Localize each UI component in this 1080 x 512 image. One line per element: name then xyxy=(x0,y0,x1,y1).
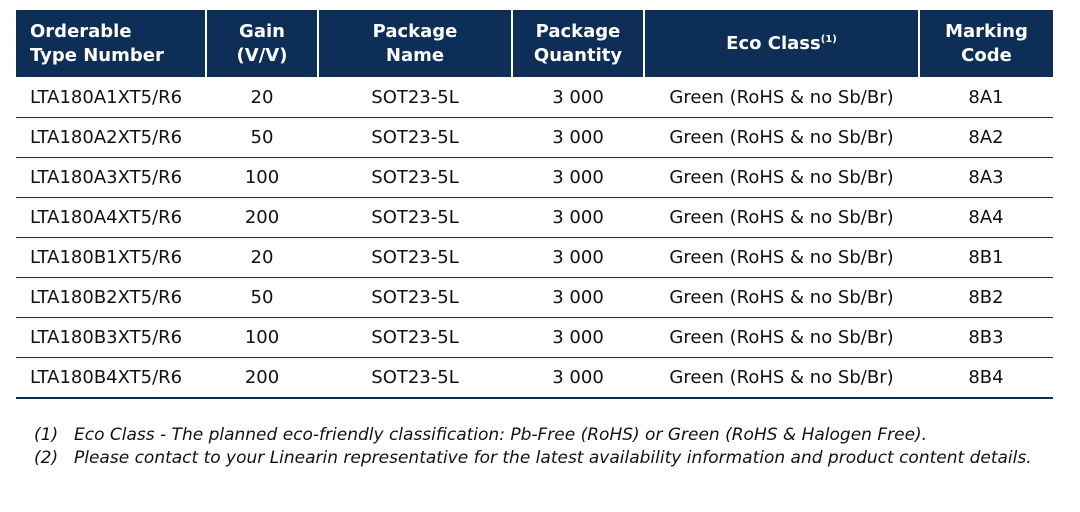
cell-type-number: LTA180A1XT5/R6 xyxy=(16,77,206,118)
cell-gain: 50 xyxy=(206,277,318,318)
cell-package-name: SOT23-5L xyxy=(318,197,512,238)
cell-type-number: LTA180B2XT5/R6 xyxy=(16,277,206,318)
header-eco-class: Eco Class(1) xyxy=(644,10,920,77)
cell-gain: 20 xyxy=(206,77,318,118)
cell-gain: 20 xyxy=(206,237,318,278)
table-row: LTA180A2XT5/R6 50 SOT23-5L 3 000 Green (… xyxy=(16,117,1053,158)
cell-marking-code: 8A3 xyxy=(919,157,1053,198)
table-row: LTA180A3XT5/R6 100 SOT23-5L 3 000 Green … xyxy=(16,157,1053,198)
cell-eco-class: Green (RoHS & no Sb/Br) xyxy=(644,357,919,399)
cell-marking-code: 8B1 xyxy=(919,237,1053,278)
cell-package-name: SOT23-5L xyxy=(318,277,512,318)
cell-package-quantity: 3 000 xyxy=(512,357,644,399)
cell-type-number: LTA180B4XT5/R6 xyxy=(16,357,206,399)
cell-package-quantity: 3 000 xyxy=(512,117,644,158)
header-gain: Gain (V/V) xyxy=(206,10,319,77)
cell-gain: 50 xyxy=(206,117,318,158)
cell-gain: 200 xyxy=(206,357,318,399)
cell-gain: 200 xyxy=(206,197,318,238)
cell-package-quantity: 3 000 xyxy=(512,157,644,198)
header-marking-code: Marking Code xyxy=(919,10,1053,77)
cell-package-quantity: 3 000 xyxy=(512,237,644,278)
table-row: LTA180B1XT5/R6 20 SOT23-5L 3 000 Green (… xyxy=(16,237,1053,278)
header-package-name: Package Name xyxy=(318,10,513,77)
cell-marking-code: 8B2 xyxy=(919,277,1053,318)
cell-type-number: LTA180A2XT5/R6 xyxy=(16,117,206,158)
table-row: LTA180A1XT5/R6 20 SOT23-5L 3 000 Green (… xyxy=(16,77,1053,118)
header-type-number: Orderable Type Number xyxy=(16,10,207,77)
cell-package-name: SOT23-5L xyxy=(318,117,512,158)
cell-eco-class: Green (RoHS & no Sb/Br) xyxy=(644,117,919,158)
cell-package-name: SOT23-5L xyxy=(318,77,512,118)
cell-marking-code: 8B4 xyxy=(919,357,1053,399)
table-body: LTA180A1XT5/R6 20 SOT23-5L 3 000 Green (… xyxy=(16,77,1053,399)
cell-package-name: SOT23-5L xyxy=(318,357,512,399)
header-package-quantity: Package Quantity xyxy=(512,10,645,77)
ordering-information: Orderable Type Number Gain (V/V) Package… xyxy=(16,10,1053,399)
footnote-number: (1) xyxy=(34,425,59,445)
cell-eco-class: Green (RoHS & no Sb/Br) xyxy=(644,277,919,318)
cell-package-quantity: 3 000 xyxy=(512,317,644,358)
cell-package-name: SOT23-5L xyxy=(318,157,512,198)
cell-eco-class: Green (RoHS & no Sb/Br) xyxy=(644,77,919,118)
cell-marking-code: 8A4 xyxy=(919,197,1053,238)
cell-marking-code: 8B3 xyxy=(919,317,1053,358)
table-row: LTA180B4XT5/R6 200 SOT23-5L 3 000 Green … xyxy=(16,357,1053,399)
cell-package-quantity: 3 000 xyxy=(512,77,644,118)
table-row: LTA180B2XT5/R6 50 SOT23-5L 3 000 Green (… xyxy=(16,277,1053,318)
cell-type-number: LTA180B3XT5/R6 xyxy=(16,317,206,358)
cell-package-name: SOT23-5L xyxy=(318,317,512,358)
cell-package-name: SOT23-5L xyxy=(318,237,512,278)
cell-eco-class: Green (RoHS & no Sb/Br) xyxy=(644,157,919,198)
table-row: LTA180A4XT5/R6 200 SOT23-5L 3 000 Green … xyxy=(16,197,1053,238)
cell-package-quantity: 3 000 xyxy=(512,197,644,238)
footnote-number: (2) xyxy=(34,448,59,468)
footnote-1: (1) Eco Class - The planned eco-friendly… xyxy=(34,424,1054,447)
cell-marking-code: 8A2 xyxy=(919,117,1053,158)
footnotes: (1) Eco Class - The planned eco-friendly… xyxy=(34,424,1054,470)
cell-type-number: LTA180B1XT5/R6 xyxy=(16,237,206,278)
footnote-text: Please contact to your Linearin represen… xyxy=(74,448,1032,468)
cell-marking-code: 8A1 xyxy=(919,77,1053,118)
cell-eco-class: Green (RoHS & no Sb/Br) xyxy=(644,237,919,278)
cell-gain: 100 xyxy=(206,157,318,198)
cell-eco-class: Green (RoHS & no Sb/Br) xyxy=(644,197,919,238)
footnote-marker: (1) xyxy=(820,33,837,45)
ordering-table: Orderable Type Number Gain (V/V) Package… xyxy=(16,10,1053,399)
cell-package-quantity: 3 000 xyxy=(512,277,644,318)
footnote-text: Eco Class - The planned eco-friendly cla… xyxy=(74,425,928,445)
table-header: Orderable Type Number Gain (V/V) Package… xyxy=(16,10,1053,77)
cell-type-number: LTA180A3XT5/R6 xyxy=(16,157,206,198)
cell-eco-class: Green (RoHS & no Sb/Br) xyxy=(644,317,919,358)
table-row: LTA180B3XT5/R6 100 SOT23-5L 3 000 Green … xyxy=(16,317,1053,358)
cell-gain: 100 xyxy=(206,317,318,358)
cell-type-number: LTA180A4XT5/R6 xyxy=(16,197,206,238)
footnote-2: (2) Please contact to your Linearin repr… xyxy=(34,447,1054,470)
